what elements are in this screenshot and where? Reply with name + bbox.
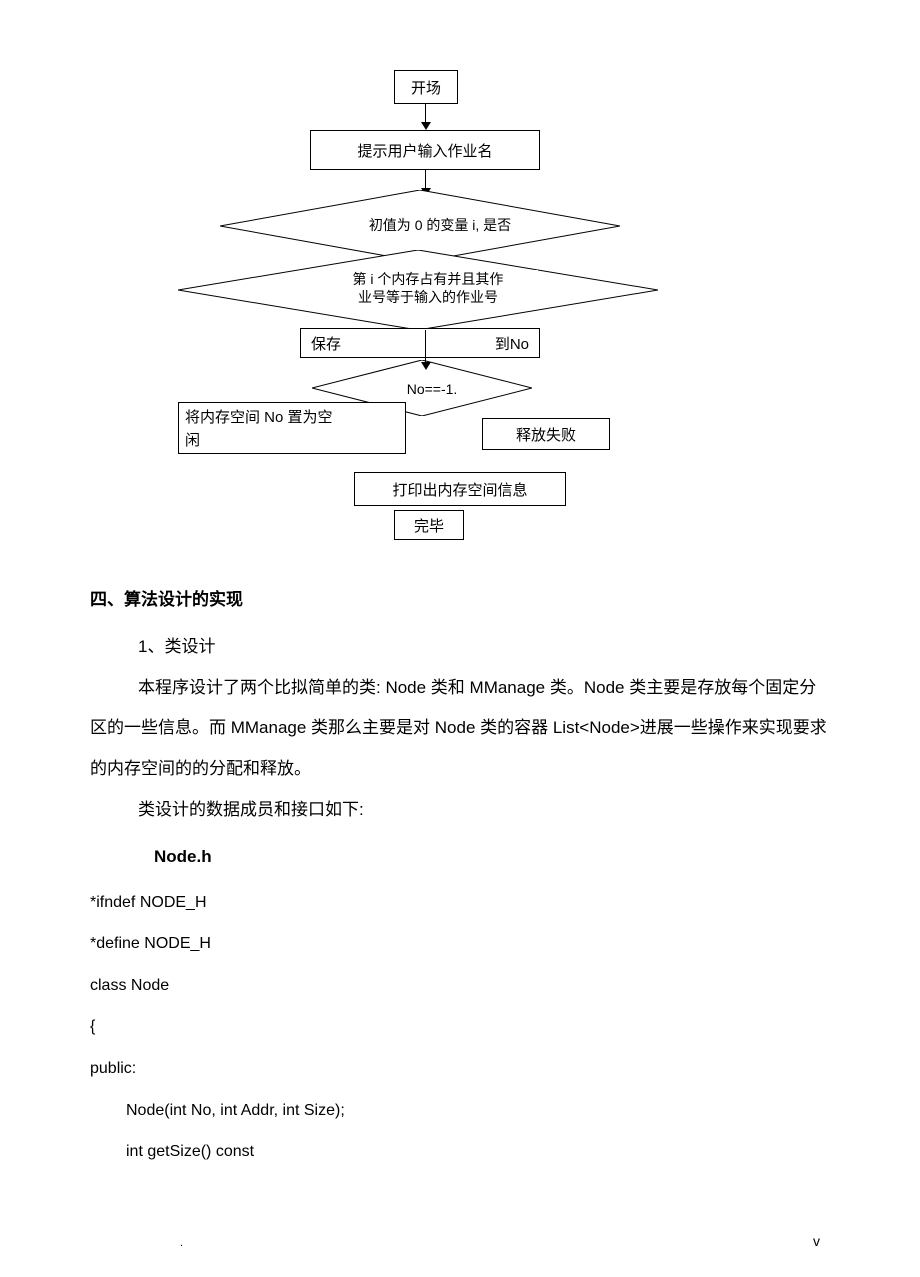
flowchart-diagram: 开场 提示用户输入作业名 初值为 0 的变量 i, 是否 第 i 个内存占有并且… (0, 70, 920, 570)
node-label: 初值为 0 的变量 i, 是否 (330, 216, 550, 234)
arrowhead-icon (421, 122, 431, 130)
flow-edge (425, 330, 426, 364)
flow-node-start: 开场 (394, 70, 458, 104)
flow-node-fail: 释放失败 (482, 418, 610, 450)
paragraph: 类设计的数据成员和接口如下: (90, 790, 830, 831)
node-label-line2: 业号等于输入的作业号 (318, 288, 538, 306)
filename-label: Node.h (90, 837, 830, 878)
code-line: int getSize() const (90, 1131, 830, 1173)
node-label: 打印出内存空间信息 (392, 479, 527, 500)
node-label: 释放失败 (516, 424, 576, 445)
flow-node-print: 打印出内存空间信息 (354, 472, 566, 506)
footer-page-marker: v (813, 1233, 820, 1249)
code-line: *ifndef NODE_H (90, 882, 830, 924)
subsection-heading: 1、类设计 (90, 627, 830, 668)
footer-dot: . (180, 1237, 183, 1249)
node-label-prefix: 保存 (311, 333, 341, 354)
code-block: *ifndef NODE_H *define NODE_H class Node… (90, 882, 830, 1173)
node-label: No==-1. (392, 380, 472, 398)
node-label-line2: 闲 (185, 430, 333, 453)
code-line: { (90, 1006, 830, 1048)
code-line: Node(int No, int Addr, int Size); (90, 1090, 830, 1132)
node-label: 开场 (411, 77, 441, 98)
section-heading: 四、算法设计的实现 (90, 580, 830, 621)
node-label-line1: 第 i 个内存占有并且其作 (318, 270, 538, 288)
code-line: public: (90, 1048, 830, 1090)
paragraph: 本程序设计了两个比拟简单的类: Node 类和 MManage 类。Node 类… (90, 668, 830, 790)
code-line: *define NODE_H (90, 923, 830, 965)
arrowhead-icon (421, 362, 431, 370)
node-label-line1: 将内存空间 No 置为空 (185, 407, 333, 430)
node-label: 完毕 (414, 515, 444, 536)
flow-edge (425, 170, 426, 190)
flow-node-save: 保存 到No (300, 328, 540, 358)
document-content: 四、算法设计的实现 1、类设计 本程序设计了两个比拟简单的类: Node 类和 … (90, 580, 830, 1173)
flow-node-end: 完毕 (394, 510, 464, 540)
flow-node-setfree: 将内存空间 No 置为空 闲 (178, 402, 406, 454)
code-line: class Node (90, 965, 830, 1007)
flow-node-prompt: 提示用户输入作业名 (310, 130, 540, 170)
flow-edge (425, 104, 426, 122)
node-label: 提示用户输入作业名 (357, 140, 492, 161)
flow-node-cond2: 第 i 个内存占有并且其作 业号等于输入的作业号 (178, 250, 658, 330)
node-label-suffix: 到No (495, 333, 529, 354)
